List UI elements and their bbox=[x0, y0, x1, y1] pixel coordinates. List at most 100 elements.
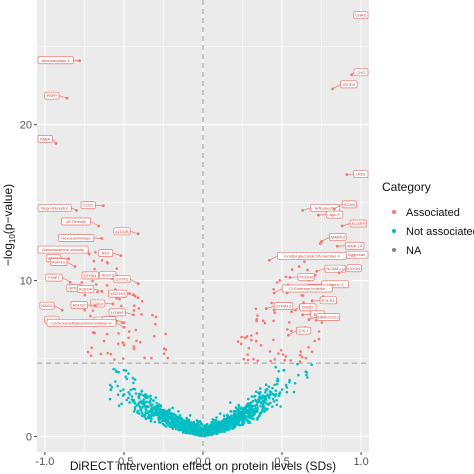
annotation-box bbox=[316, 313, 341, 321]
point-not-associated bbox=[109, 383, 112, 387]
point-associated bbox=[150, 356, 153, 360]
point-not-associated bbox=[185, 422, 189, 425]
point-not-associated bbox=[146, 416, 150, 419]
point-associated bbox=[132, 347, 136, 351]
point-not-associated bbox=[198, 420, 202, 423]
point-not-associated bbox=[304, 370, 308, 374]
point-not-associated bbox=[263, 410, 266, 413]
point-associated bbox=[83, 309, 86, 312]
point-associated bbox=[137, 307, 141, 310]
annotation-box bbox=[341, 200, 357, 209]
point-not-associated bbox=[155, 406, 159, 409]
point-not-associated bbox=[222, 425, 225, 429]
annotation-label: Limitrin-1 bbox=[327, 282, 344, 287]
annotation-leader bbox=[351, 72, 355, 76]
annotation-label: CDON bbox=[348, 266, 360, 271]
annotation-leader bbox=[62, 277, 71, 283]
point-not-associated bbox=[288, 380, 291, 384]
annotation-box bbox=[80, 201, 96, 210]
point-not-associated bbox=[259, 411, 262, 415]
point-associated bbox=[317, 337, 321, 341]
point-associated bbox=[140, 300, 144, 303]
point-not-associated bbox=[258, 398, 261, 401]
point-not-associated bbox=[271, 392, 275, 396]
x-tick-label: -0.5 bbox=[114, 456, 133, 468]
annotation-box bbox=[353, 68, 369, 77]
annotation-leader bbox=[71, 207, 77, 211]
point-not-associated bbox=[239, 414, 242, 418]
point-associated bbox=[152, 334, 156, 338]
point-not-associated bbox=[264, 408, 267, 411]
point-associated bbox=[100, 259, 104, 262]
annotation-leader bbox=[54, 305, 63, 311]
point-not-associated bbox=[259, 400, 263, 404]
annotation-box bbox=[353, 170, 369, 178]
point-not-associated bbox=[125, 398, 129, 402]
point-not-associated bbox=[125, 377, 129, 381]
point-associated bbox=[239, 342, 243, 346]
point-not-associated bbox=[137, 403, 140, 406]
point-not-associated bbox=[267, 385, 271, 389]
point-not-associated bbox=[144, 393, 147, 397]
point-associated bbox=[318, 242, 322, 245]
point-not-associated bbox=[255, 409, 259, 413]
annotation-box bbox=[349, 219, 367, 228]
point-not-associated bbox=[204, 425, 207, 428]
point-associated bbox=[113, 358, 116, 361]
point-associated bbox=[118, 297, 121, 301]
point-not-associated bbox=[127, 372, 130, 375]
annotation-leader bbox=[342, 223, 351, 227]
point-associated bbox=[166, 356, 169, 360]
annotation-leader bbox=[112, 252, 121, 256]
point-not-associated bbox=[130, 395, 134, 398]
point-not-associated bbox=[136, 409, 139, 413]
point-not-associated bbox=[148, 399, 152, 403]
point-not-associated bbox=[217, 430, 221, 434]
point-not-associated bbox=[188, 431, 192, 435]
annotation-label: HTRA1 bbox=[84, 273, 98, 278]
point-not-associated bbox=[147, 413, 151, 417]
point-not-associated bbox=[122, 388, 125, 391]
point-associated bbox=[90, 346, 93, 350]
annotation-label: Aminoacylase-1 bbox=[41, 58, 70, 63]
point-not-associated bbox=[151, 408, 154, 412]
annotation-leader bbox=[93, 288, 102, 292]
annotation-label: LG3BP bbox=[111, 310, 124, 315]
point-associated bbox=[91, 331, 95, 334]
point-associated bbox=[245, 335, 249, 338]
point-not-associated bbox=[140, 389, 144, 393]
point-not-associated bbox=[114, 380, 117, 383]
point-associated bbox=[122, 343, 126, 347]
point-associated bbox=[80, 281, 84, 284]
point-not-associated bbox=[162, 415, 166, 418]
point-not-associated bbox=[133, 388, 137, 391]
point-not-associated bbox=[258, 414, 261, 417]
point-not-associated bbox=[271, 397, 275, 401]
point-not-associated bbox=[292, 390, 296, 394]
point-not-associated bbox=[130, 398, 134, 401]
point-associated bbox=[127, 336, 130, 340]
annotation-label: PCDH4 bbox=[299, 274, 313, 279]
point-not-associated bbox=[143, 404, 147, 408]
point-not-associated bbox=[202, 429, 206, 432]
annotation-label: MARCKSL1 bbox=[318, 315, 340, 320]
point-not-associated bbox=[253, 407, 257, 410]
point-not-associated bbox=[264, 388, 268, 392]
point-associated bbox=[252, 357, 255, 361]
annotation-leader bbox=[266, 305, 275, 309]
point-not-associated bbox=[262, 405, 265, 409]
point-not-associated bbox=[261, 394, 265, 398]
point-not-associated bbox=[275, 382, 279, 386]
annotation-box bbox=[346, 264, 362, 273]
point-associated bbox=[162, 352, 166, 356]
point-not-associated bbox=[127, 396, 130, 400]
annotation-box bbox=[61, 217, 92, 226]
point-associated bbox=[93, 267, 96, 271]
point-associated bbox=[83, 293, 87, 297]
annotation-leader bbox=[273, 288, 283, 294]
point-associated bbox=[278, 279, 282, 282]
annotation-label: MARK3 bbox=[331, 235, 346, 240]
point-not-associated bbox=[164, 425, 168, 428]
point-not-associated bbox=[271, 405, 274, 409]
point-not-associated bbox=[297, 373, 300, 377]
